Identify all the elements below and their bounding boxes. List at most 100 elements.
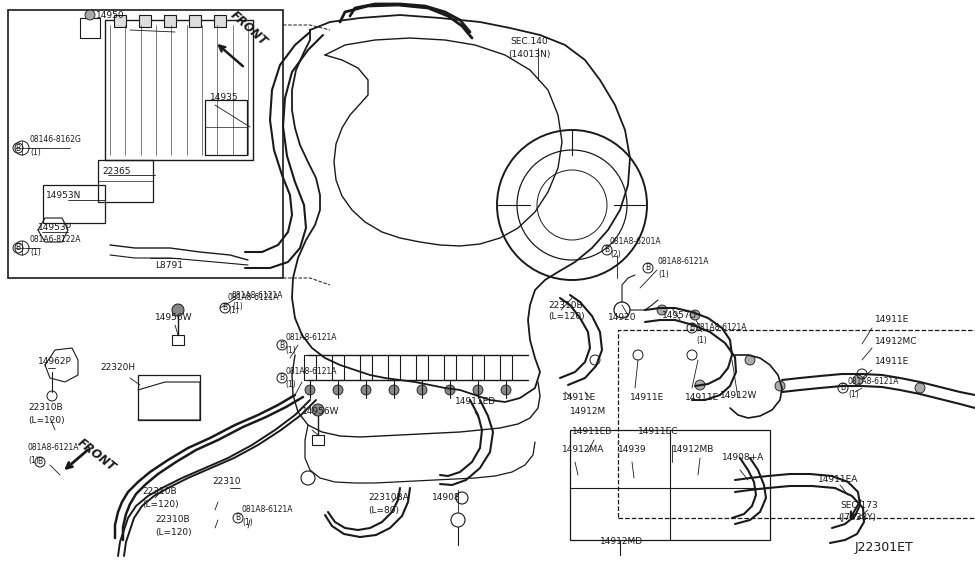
Text: B: B	[840, 384, 845, 392]
Ellipse shape	[85, 10, 95, 20]
Text: (2): (2)	[610, 250, 621, 259]
Ellipse shape	[501, 385, 511, 395]
Bar	[304, 355, 316, 380]
Bar	[570, 430, 770, 540]
Ellipse shape	[657, 305, 667, 315]
Text: 22310BA: 22310BA	[368, 494, 409, 503]
Text: 081A8-6121A: 081A8-6121A	[285, 333, 336, 342]
Text: 14911E: 14911E	[875, 358, 910, 367]
Bar	[138, 375, 200, 420]
Text: SEC.140: SEC.140	[510, 37, 548, 46]
Text: B: B	[280, 374, 285, 383]
Bar	[172, 335, 184, 345]
Text: 14908: 14908	[432, 494, 460, 503]
Text: 081A8-6121A: 081A8-6121A	[658, 258, 710, 267]
Text: 22365: 22365	[102, 168, 131, 177]
Text: 22320H: 22320H	[100, 363, 136, 372]
Bar	[8, 10, 283, 278]
Ellipse shape	[695, 380, 705, 390]
Ellipse shape	[417, 385, 427, 395]
Text: (L=120): (L=120)	[155, 528, 192, 537]
Text: 14953P: 14953P	[38, 224, 72, 233]
Text: B: B	[235, 513, 241, 522]
Text: 14912MD: 14912MD	[600, 538, 644, 547]
Text: (L=120): (L=120)	[142, 500, 178, 508]
Text: B: B	[222, 303, 227, 312]
Bar	[312, 435, 324, 445]
Bar	[105, 20, 253, 160]
Text: 08146-8162G: 08146-8162G	[30, 135, 82, 144]
Text: J22301ET: J22301ET	[855, 542, 914, 555]
Bar	[189, 15, 201, 27]
Text: 14953N: 14953N	[46, 191, 81, 200]
Ellipse shape	[853, 375, 863, 385]
Ellipse shape	[389, 385, 399, 395]
Bar	[360, 355, 372, 380]
Bar	[164, 15, 176, 27]
Text: (J7338Y): (J7338Y)	[838, 513, 876, 522]
Ellipse shape	[915, 383, 925, 393]
Bar	[43, 185, 105, 223]
Text: 081A6-8122A: 081A6-8122A	[30, 235, 82, 245]
Text: 14912W: 14912W	[720, 391, 758, 400]
Bar	[139, 15, 151, 27]
Text: 14962P: 14962P	[38, 358, 72, 367]
Text: B: B	[645, 264, 650, 272]
Bar	[618, 330, 975, 518]
Ellipse shape	[172, 304, 184, 316]
Text: (1): (1)	[848, 389, 859, 398]
Text: (1): (1)	[285, 379, 295, 388]
Text: 081A8-6121A: 081A8-6121A	[285, 367, 336, 376]
Ellipse shape	[445, 385, 455, 395]
Text: (1): (1)	[285, 345, 295, 354]
Bar	[500, 355, 512, 380]
Bar	[205, 100, 247, 155]
Text: 14956W: 14956W	[155, 314, 192, 323]
Text: (1): (1)	[30, 247, 41, 256]
Text: FRONT: FRONT	[75, 436, 118, 474]
Text: 14911E: 14911E	[685, 393, 720, 402]
Text: (L=120): (L=120)	[28, 415, 64, 424]
Text: 081A8-6121A: 081A8-6121A	[696, 324, 748, 332]
Text: 14911EC: 14911EC	[638, 427, 679, 436]
Text: 22310: 22310	[212, 478, 241, 487]
Ellipse shape	[473, 385, 483, 395]
Text: 14911EB: 14911EB	[572, 427, 612, 436]
Bar	[214, 15, 226, 27]
Text: (1): (1)	[658, 269, 669, 278]
Bar	[114, 15, 126, 27]
Text: B: B	[280, 341, 285, 349]
Text: 14911E: 14911E	[630, 393, 664, 402]
Text: 14911E: 14911E	[875, 315, 910, 324]
Text: B: B	[16, 243, 20, 252]
Text: (1): (1)	[242, 517, 253, 526]
Text: 14957U: 14957U	[662, 311, 697, 319]
Text: (1): (1)	[28, 456, 39, 465]
Bar	[416, 355, 428, 380]
Text: (14013N): (14013N)	[508, 49, 550, 58]
Ellipse shape	[312, 404, 324, 416]
Bar	[332, 355, 344, 380]
Bar	[472, 355, 484, 380]
Text: B: B	[689, 324, 694, 332]
Bar	[388, 355, 400, 380]
Text: 081A8-6121A: 081A8-6121A	[28, 444, 80, 452]
Ellipse shape	[775, 381, 785, 391]
Text: 14956W: 14956W	[302, 408, 339, 417]
Text: 22310B: 22310B	[142, 487, 176, 496]
Ellipse shape	[745, 355, 755, 365]
Text: 14912MA: 14912MA	[562, 445, 604, 454]
Text: B: B	[604, 246, 609, 255]
Text: L8791: L8791	[155, 260, 183, 269]
Text: (L=120): (L=120)	[548, 312, 585, 321]
Text: 14935: 14935	[210, 93, 239, 102]
Text: (1): (1)	[228, 306, 239, 315]
Text: B: B	[16, 144, 20, 152]
Text: 22310B: 22310B	[28, 404, 62, 413]
Text: 22310B: 22310B	[155, 516, 189, 525]
Text: (1): (1)	[232, 302, 243, 311]
Bar	[444, 355, 456, 380]
Ellipse shape	[690, 310, 700, 320]
Text: (1): (1)	[696, 336, 707, 345]
Text: B: B	[37, 457, 43, 466]
